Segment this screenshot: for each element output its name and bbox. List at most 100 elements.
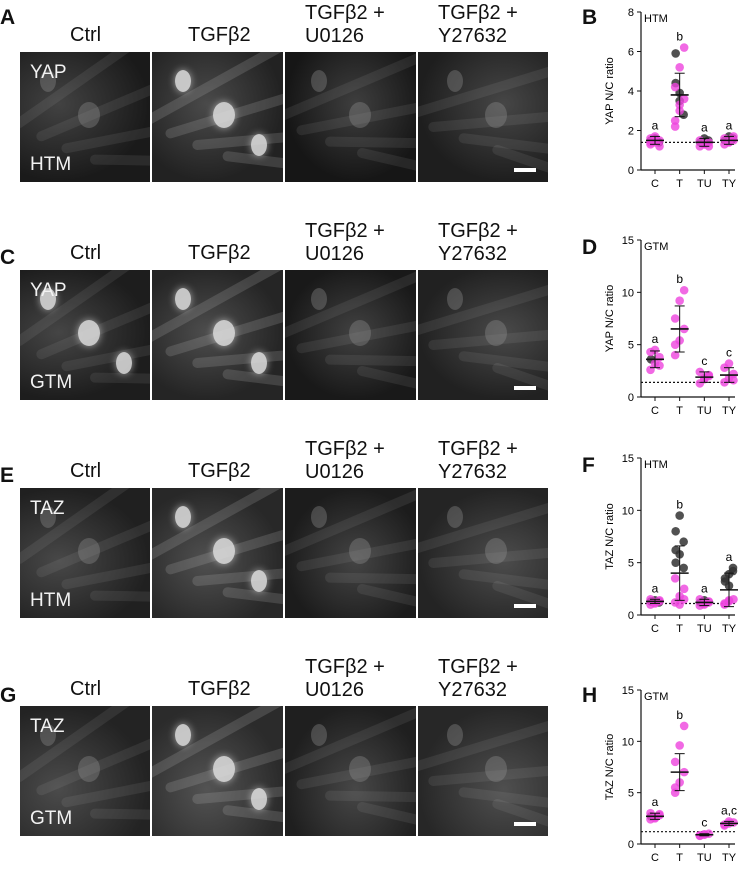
nucleus xyxy=(40,724,56,746)
scatter-chart: 0 2 4 6 8 HTM YAP N/C ratio Ca Tb TU a TY a xyxy=(604,7,738,190)
data-point xyxy=(670,122,680,131)
y-tick-label: 6 xyxy=(628,47,634,59)
y-tick-label: 5 xyxy=(628,558,634,570)
nucleus xyxy=(447,506,463,528)
nucleus xyxy=(213,102,235,128)
micrograph-image xyxy=(152,52,283,182)
data-point xyxy=(729,375,738,385)
micrograph-image xyxy=(285,270,416,400)
significance-label: a xyxy=(701,120,708,134)
y-tick-label: 10 xyxy=(622,287,634,299)
data-point-dark xyxy=(720,574,730,583)
scale-bar xyxy=(514,604,536,608)
y-tick-label: 15 xyxy=(622,235,634,247)
x-tick-label: C xyxy=(651,623,659,635)
y-tick-label: 0 xyxy=(628,610,634,622)
cell-type-label: HTM xyxy=(30,590,72,611)
x-tick-label: TU xyxy=(697,405,712,417)
cell-type-label: GTM xyxy=(30,808,73,829)
nucleus xyxy=(78,538,100,564)
significance-label: c xyxy=(726,346,732,360)
nucleus xyxy=(213,756,235,782)
nucleus xyxy=(349,756,371,782)
chart-title: GTM xyxy=(644,241,668,253)
data-point xyxy=(679,285,689,295)
significance-label: a xyxy=(652,118,659,132)
data-point xyxy=(655,352,664,362)
nucleus xyxy=(447,288,463,310)
data-point xyxy=(679,43,689,52)
nucleus xyxy=(311,70,327,92)
stain-label: TAZ xyxy=(30,498,65,519)
x-tick-label: TY xyxy=(722,852,737,864)
nucleus xyxy=(349,102,371,128)
column-label: TGFβ2 + U0126 xyxy=(305,2,385,47)
micrograph-image xyxy=(152,488,283,618)
micrograph-image xyxy=(285,488,416,618)
micrograph-image xyxy=(418,270,548,400)
nucleus xyxy=(485,320,507,346)
y-axis-label: YAP N/C ratio xyxy=(604,57,616,124)
stain-label: YAP xyxy=(30,280,67,301)
x-tick-label: T xyxy=(676,405,683,417)
nucleus xyxy=(349,538,371,564)
significance-label: b xyxy=(676,272,683,286)
panel-letter: C xyxy=(0,246,16,269)
y-tick-label: 15 xyxy=(622,453,634,465)
column-label: Ctrl xyxy=(70,678,102,700)
data-point xyxy=(655,142,664,151)
column-label: Ctrl xyxy=(70,24,102,46)
figure-row: A Ctrl TGFβ2 TGFβ2 + U0126 TGFβ2 + Y27632 YAP… xyxy=(0,0,747,215)
y-tick-label: 5 xyxy=(628,788,634,800)
plot-panel-letter: D xyxy=(582,236,598,259)
data-point xyxy=(670,574,680,583)
x-tick-label: T xyxy=(676,623,683,635)
y-tick-label: 4 xyxy=(628,86,634,98)
column-label: TGFβ2 xyxy=(188,242,251,264)
nucleus xyxy=(175,288,191,310)
plot-panel-letter: H xyxy=(582,684,598,707)
column-label: TGFβ2 + Y27632 xyxy=(438,2,518,47)
y-axis-label: YAP N/C ratio xyxy=(604,285,616,352)
x-tick-label: T xyxy=(676,852,683,864)
x-tick-label: TY xyxy=(722,178,737,190)
column-label: Ctrl xyxy=(70,460,102,482)
nucleus xyxy=(485,538,507,564)
significance-label: a xyxy=(701,581,708,595)
significance-label: b xyxy=(676,30,683,44)
data-point xyxy=(670,314,680,323)
nucleus xyxy=(311,506,327,528)
data-point xyxy=(650,345,660,355)
chart-title: HTM xyxy=(644,459,668,471)
chart-title: HTM xyxy=(644,13,668,25)
y-tick-label: 0 xyxy=(628,165,634,177)
data-point xyxy=(670,340,680,349)
cell-type-label: GTM xyxy=(30,372,73,393)
nucleus xyxy=(40,506,56,528)
y-axis-label: TAZ N/C ratio xyxy=(604,734,616,800)
nucleus xyxy=(213,538,235,564)
nucleus xyxy=(251,788,267,810)
data-point-dark xyxy=(728,566,738,576)
data-point-dark xyxy=(671,49,680,58)
column-label: Ctrl xyxy=(70,242,102,264)
significance-label: b xyxy=(676,498,683,512)
scale-bar xyxy=(514,822,536,826)
scatter-chart: 0 5 10 15 GTM YAP N/C ratio Ca Tb TU c TY c xyxy=(604,235,738,417)
figure-row: G Ctrl TGFβ2 TGFβ2 + U0126 TGFβ2 + Y27632 TAZ… xyxy=(0,654,747,869)
micrograph-image xyxy=(152,270,283,400)
data-point-dark xyxy=(679,563,688,573)
nucleus xyxy=(213,320,235,346)
data-point xyxy=(670,116,680,125)
y-tick-label: 2 xyxy=(628,126,634,138)
data-point xyxy=(670,82,680,92)
significance-label: a xyxy=(652,332,659,346)
significance-label: a xyxy=(652,581,659,595)
scale-bar xyxy=(514,168,536,172)
y-tick-label: 10 xyxy=(622,736,634,748)
nucleus xyxy=(40,70,56,92)
data-point xyxy=(679,94,689,104)
micrograph-image xyxy=(285,52,416,182)
nucleus xyxy=(175,724,191,746)
scatter-chart: 0 5 10 15 HTM TAZ N/C ratio Ca Tb TU a TY a xyxy=(604,453,738,635)
